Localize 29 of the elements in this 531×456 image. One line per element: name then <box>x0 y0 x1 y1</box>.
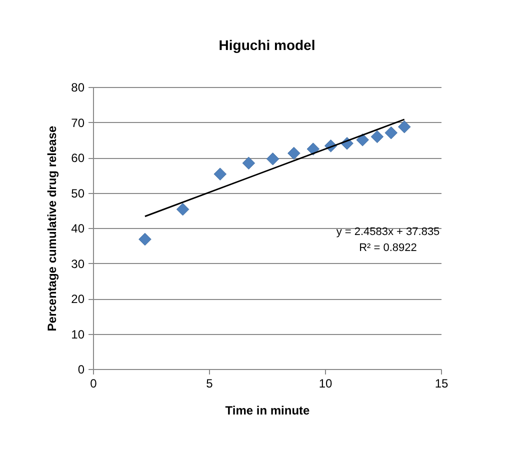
y-tick-label: 70 <box>71 116 85 130</box>
point <box>266 152 280 166</box>
point <box>288 146 300 160</box>
x-tick-label: 10 <box>318 376 332 390</box>
x-axis-title: Time in minute <box>225 404 310 418</box>
y-tick-label: 60 <box>71 151 85 165</box>
point <box>384 126 398 140</box>
point <box>138 232 152 246</box>
point <box>306 142 320 156</box>
point <box>176 202 190 216</box>
y-tick-label: 80 <box>71 80 85 94</box>
chart-title: Higuchi model <box>218 37 316 53</box>
y-axis-title: Percentage cumulative drug release <box>45 125 60 332</box>
x-tick-label: 15 <box>434 376 448 390</box>
y-tick-label: 30 <box>71 256 85 271</box>
y-tick-label: 40 <box>71 222 85 236</box>
y-tick-label: 10 <box>71 327 85 342</box>
point <box>242 156 256 170</box>
annotation: R² = 0.8922 <box>359 242 417 254</box>
y-tick-label: 50 <box>71 186 85 200</box>
x-tick-label: 5 <box>206 376 214 390</box>
x-tick-label: 0 <box>90 376 98 390</box>
point <box>356 134 369 146</box>
y-tick-label: 20 <box>71 292 85 306</box>
point <box>398 120 411 134</box>
annotation: y = 2.4583x + 37.835 <box>336 226 440 238</box>
point <box>214 168 227 180</box>
y-tick-label: 0 <box>78 362 85 376</box>
point <box>370 130 384 144</box>
